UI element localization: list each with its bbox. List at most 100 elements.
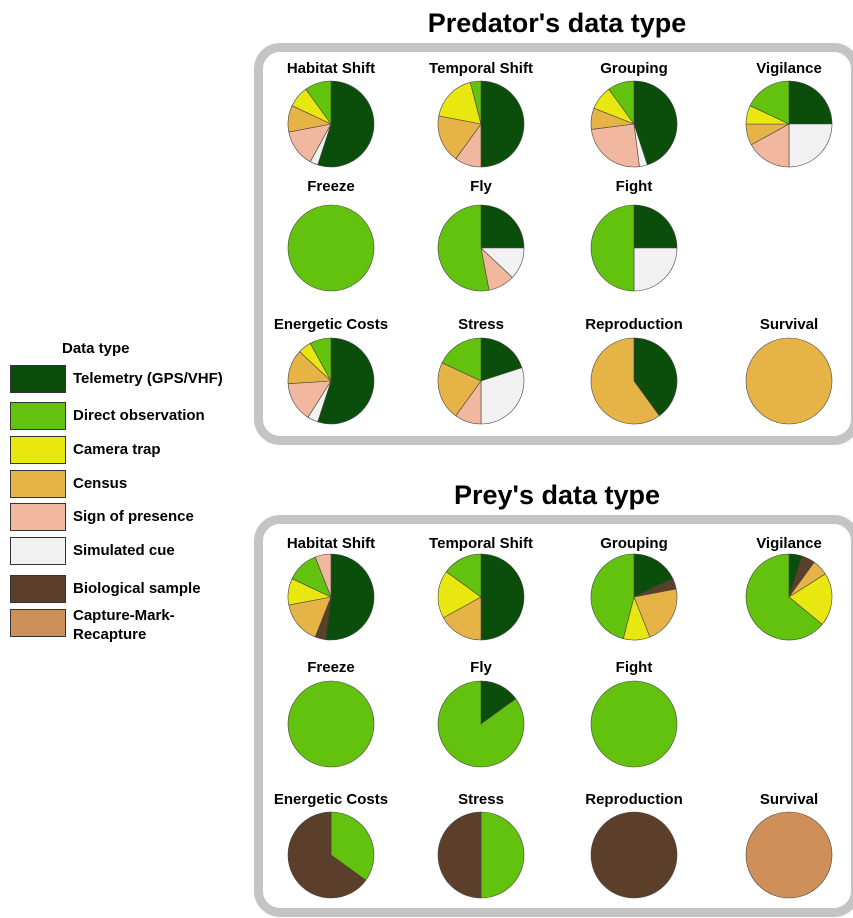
legend-label: Direct observation: [73, 407, 205, 424]
pie-slice-telemetry: [633, 204, 678, 249]
prey-pie-label-energetic-costs: Energetic Costs: [273, 791, 389, 808]
pie-slice-camera-trap: [437, 571, 482, 619]
predator-pie-label-habitat-shift: Habitat Shift: [286, 60, 376, 77]
pie-slice-census: [633, 588, 678, 638]
prey-pie-label-vigilance: Vigilance: [756, 535, 822, 552]
pie-slice-telemetry: [317, 337, 375, 425]
pie-slice-direct-observation: [480, 811, 525, 899]
legend-label: Biological sample: [73, 580, 201, 597]
pie-slice-direct-observation: [287, 204, 375, 292]
prey-pie-grouping: [590, 553, 678, 641]
pie-slice-census: [442, 596, 482, 641]
legend-label: Simulated cue: [73, 542, 175, 559]
pie-slice-direct-observation: [745, 553, 823, 641]
pie-slice-capture-mark-recapture: [745, 811, 833, 899]
predator-pie-label-reproduction: Reproduction: [585, 316, 683, 333]
prey-pie-label-survival: Survival: [759, 791, 819, 808]
pie-slice-simulated-cue: [633, 247, 678, 292]
legend-label: Camera trap: [73, 441, 161, 458]
pie-slice-census: [437, 115, 482, 160]
pie-slice-direct-observation: [309, 337, 332, 382]
predator-pie-reproduction: [590, 337, 678, 425]
pie-slice-direct-observation: [441, 337, 482, 382]
prey-pie-label-freeze: Freeze: [307, 659, 355, 676]
predator-pie-grouping: [590, 80, 678, 168]
predator-pie-label-grouping: Grouping: [600, 60, 668, 77]
predator-pie-label-energetic-costs: Energetic Costs: [273, 316, 389, 333]
predator-pie-energetic-costs: [287, 337, 375, 425]
predator-pie-survival: [745, 337, 833, 425]
legend-swatch: [10, 436, 66, 464]
predator-pie-label-survival: Survival: [759, 316, 819, 333]
predator-pie-temporal-shift: [437, 80, 525, 168]
predator-pie-label-vigilance: Vigilance: [756, 60, 822, 77]
pie-slice-telemetry: [480, 337, 523, 382]
predator-pie-label-temporal-shift: Temporal Shift: [429, 60, 533, 77]
prey-panel-title: Prey's data type: [453, 480, 661, 510]
predator-pie-fight: [590, 204, 678, 292]
predator-pie-label-fly: Fly: [470, 178, 492, 195]
predator-pie-label-fight: Fight: [615, 178, 653, 195]
pie-slice-census: [590, 337, 660, 425]
legend-swatch: [10, 365, 66, 393]
pie-slice-telemetry: [480, 204, 525, 249]
pie-slice-direct-observation: [445, 553, 482, 598]
legend-label: Telemetry (GPS/VHF): [73, 370, 223, 387]
pie-slice-simulated-cue: [788, 123, 833, 168]
predator-pie-label-stress: Stress: [458, 316, 504, 333]
prey-pie-survival: [745, 811, 833, 899]
legend-swatch: [10, 537, 66, 565]
predator-pie-freeze: [287, 204, 375, 292]
legend-label: Sign of presence: [73, 508, 194, 525]
pie-slice-simulated-cue: [480, 367, 525, 425]
prey-pie-energetic-costs: [287, 811, 375, 899]
prey-pie-label-stress: Stress: [458, 791, 504, 808]
predator-pie-habitat-shift: [287, 80, 375, 168]
prey-pie-habitat-shift: [287, 553, 375, 641]
pie-slice-telemetry: [325, 553, 375, 641]
prey-pie-label-reproduction: Reproduction: [585, 791, 683, 808]
pie-slice-direct-observation: [437, 680, 525, 768]
pie-slice-direct-observation: [590, 680, 678, 768]
prey-pie-fight: [590, 680, 678, 768]
predator-pie-stress: [437, 337, 525, 425]
pie-slice-telemetry: [480, 553, 525, 641]
pie-slice-direct-observation: [287, 680, 375, 768]
prey-pie-stress: [437, 811, 525, 899]
pie-slice-direct-observation: [330, 811, 375, 881]
pie-slice-sign-of-presence: [591, 123, 640, 168]
pie-slice-telemetry: [317, 80, 375, 168]
legend-swatch: [10, 402, 66, 430]
pie-slice-camera-trap: [788, 573, 833, 625]
legend-swatch: [10, 575, 66, 603]
prey-pie-freeze: [287, 680, 375, 768]
legend-label: Capture-Mark-Recapture: [73, 607, 175, 643]
pie-slice-direct-observation: [608, 80, 635, 125]
predator-pie-label-freeze: Freeze: [307, 178, 355, 195]
prey-pie-label-fight: Fight: [615, 659, 653, 676]
pie-slice-telemetry: [633, 553, 674, 598]
pie-slice-census: [745, 337, 833, 425]
pie-slice-direct-observation: [469, 80, 482, 125]
prey-pie-temporal-shift: [437, 553, 525, 641]
pie-slice-direct-observation: [749, 80, 790, 125]
pie-slice-biological-sample: [590, 811, 678, 899]
pie-slice-camera-trap: [438, 81, 482, 125]
legend-label: Census: [73, 475, 128, 492]
prey-pie-label-temporal-shift: Temporal Shift: [429, 535, 533, 552]
pie-slice-telemetry: [480, 80, 525, 168]
pie-slice-telemetry: [633, 80, 678, 166]
pie-slice-direct-observation: [590, 553, 635, 640]
prey-pie-fly: [437, 680, 525, 768]
legend-title: Data type: [62, 340, 130, 357]
pie-slice-direct-observation: [305, 80, 332, 125]
prey-pie-reproduction: [590, 811, 678, 899]
legend-swatch: [10, 609, 66, 637]
legend-swatch: [10, 503, 66, 531]
prey-pie-vigilance: [745, 553, 833, 641]
pie-slice-sign-of-presence: [314, 553, 332, 598]
prey-pie-label-fly: Fly: [470, 659, 492, 676]
predator-pie-vigilance: [745, 80, 833, 168]
legend-swatch: [10, 470, 66, 498]
pie-slice-sign-of-presence: [750, 123, 790, 168]
